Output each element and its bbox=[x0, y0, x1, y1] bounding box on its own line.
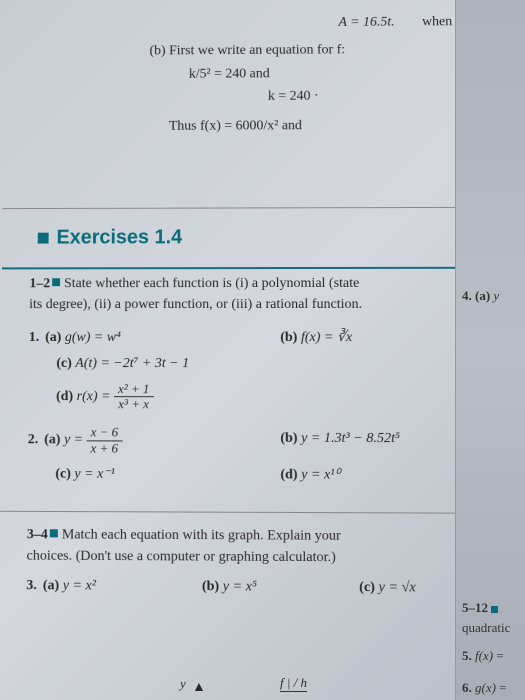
divider-top bbox=[3, 206, 525, 208]
num-3: 3. bbox=[26, 577, 37, 592]
bullet-icon-2 bbox=[50, 529, 58, 537]
p3c: y = √x bbox=[379, 579, 416, 595]
num-1: 1. bbox=[29, 330, 40, 345]
r-512: 5–12 bbox=[462, 600, 506, 616]
p1c: A(t) = −2t⁷ + 3t − 1 bbox=[75, 356, 189, 371]
axis-y-label: y bbox=[180, 676, 186, 692]
p2b: y = 1.3t³ − 8.52t⁵ bbox=[301, 431, 400, 446]
p2a-frac: x − 6 x + 6 bbox=[86, 426, 122, 456]
instructions-3-4: 3–4Match each equation with its graph. E… bbox=[27, 524, 518, 569]
divider-exercises bbox=[2, 266, 525, 269]
square-icon bbox=[38, 232, 49, 243]
num-2: 2. bbox=[28, 433, 39, 448]
p1d-lhs: r(x) = bbox=[77, 389, 111, 404]
bullet-icon bbox=[52, 278, 60, 286]
instructions-1-2: 1–2State whether each function is (i) a … bbox=[29, 272, 514, 314]
r-4a: 4. (a) y bbox=[462, 288, 499, 304]
p1b: f(x) = ∛x bbox=[301, 330, 352, 345]
problem-1: 1.(a) g(w) = w⁴ (b) f(x) = ∛x (c) A(t) =… bbox=[28, 325, 516, 413]
eq-a: A = 16.5t. bbox=[338, 15, 394, 30]
r-quad: quadratic bbox=[462, 620, 510, 636]
exercises-heading: Exercises 1.4 bbox=[38, 225, 514, 249]
bottom-frac: f | / h bbox=[280, 675, 307, 692]
r-5: 5. f(x) = bbox=[462, 648, 504, 664]
r-6: 6. g(x) = bbox=[462, 680, 507, 696]
problem-2: 2.(a) y = x − 6 x + 6 (b) y = 1.3t³ − 8.… bbox=[27, 425, 516, 489]
p1d-frac: x² + 1 x³ + x bbox=[114, 382, 154, 412]
problem-3: 3.(a) y = x² (b) y = x⁵ (c) y = √x bbox=[26, 572, 518, 602]
divider-mid bbox=[0, 510, 525, 513]
p2a-lhs: y = bbox=[64, 433, 83, 448]
p3a: y = x² bbox=[63, 578, 96, 593]
right-page-sliver: 4. (a) y 5–12 quadratic 5. f(x) = 6. g(x… bbox=[455, 0, 525, 700]
worked-example-top: A = 16.5t. when t = 4, so 6 (b) First we… bbox=[30, 10, 513, 178]
p2c: y = x⁻¹ bbox=[74, 467, 115, 482]
p3b: y = x⁵ bbox=[223, 579, 257, 595]
axis-arrow-icon: ▲ bbox=[192, 680, 206, 696]
p1a: g(w) = w⁴ bbox=[65, 330, 121, 345]
p2d: y = x¹⁰ bbox=[301, 467, 340, 482]
